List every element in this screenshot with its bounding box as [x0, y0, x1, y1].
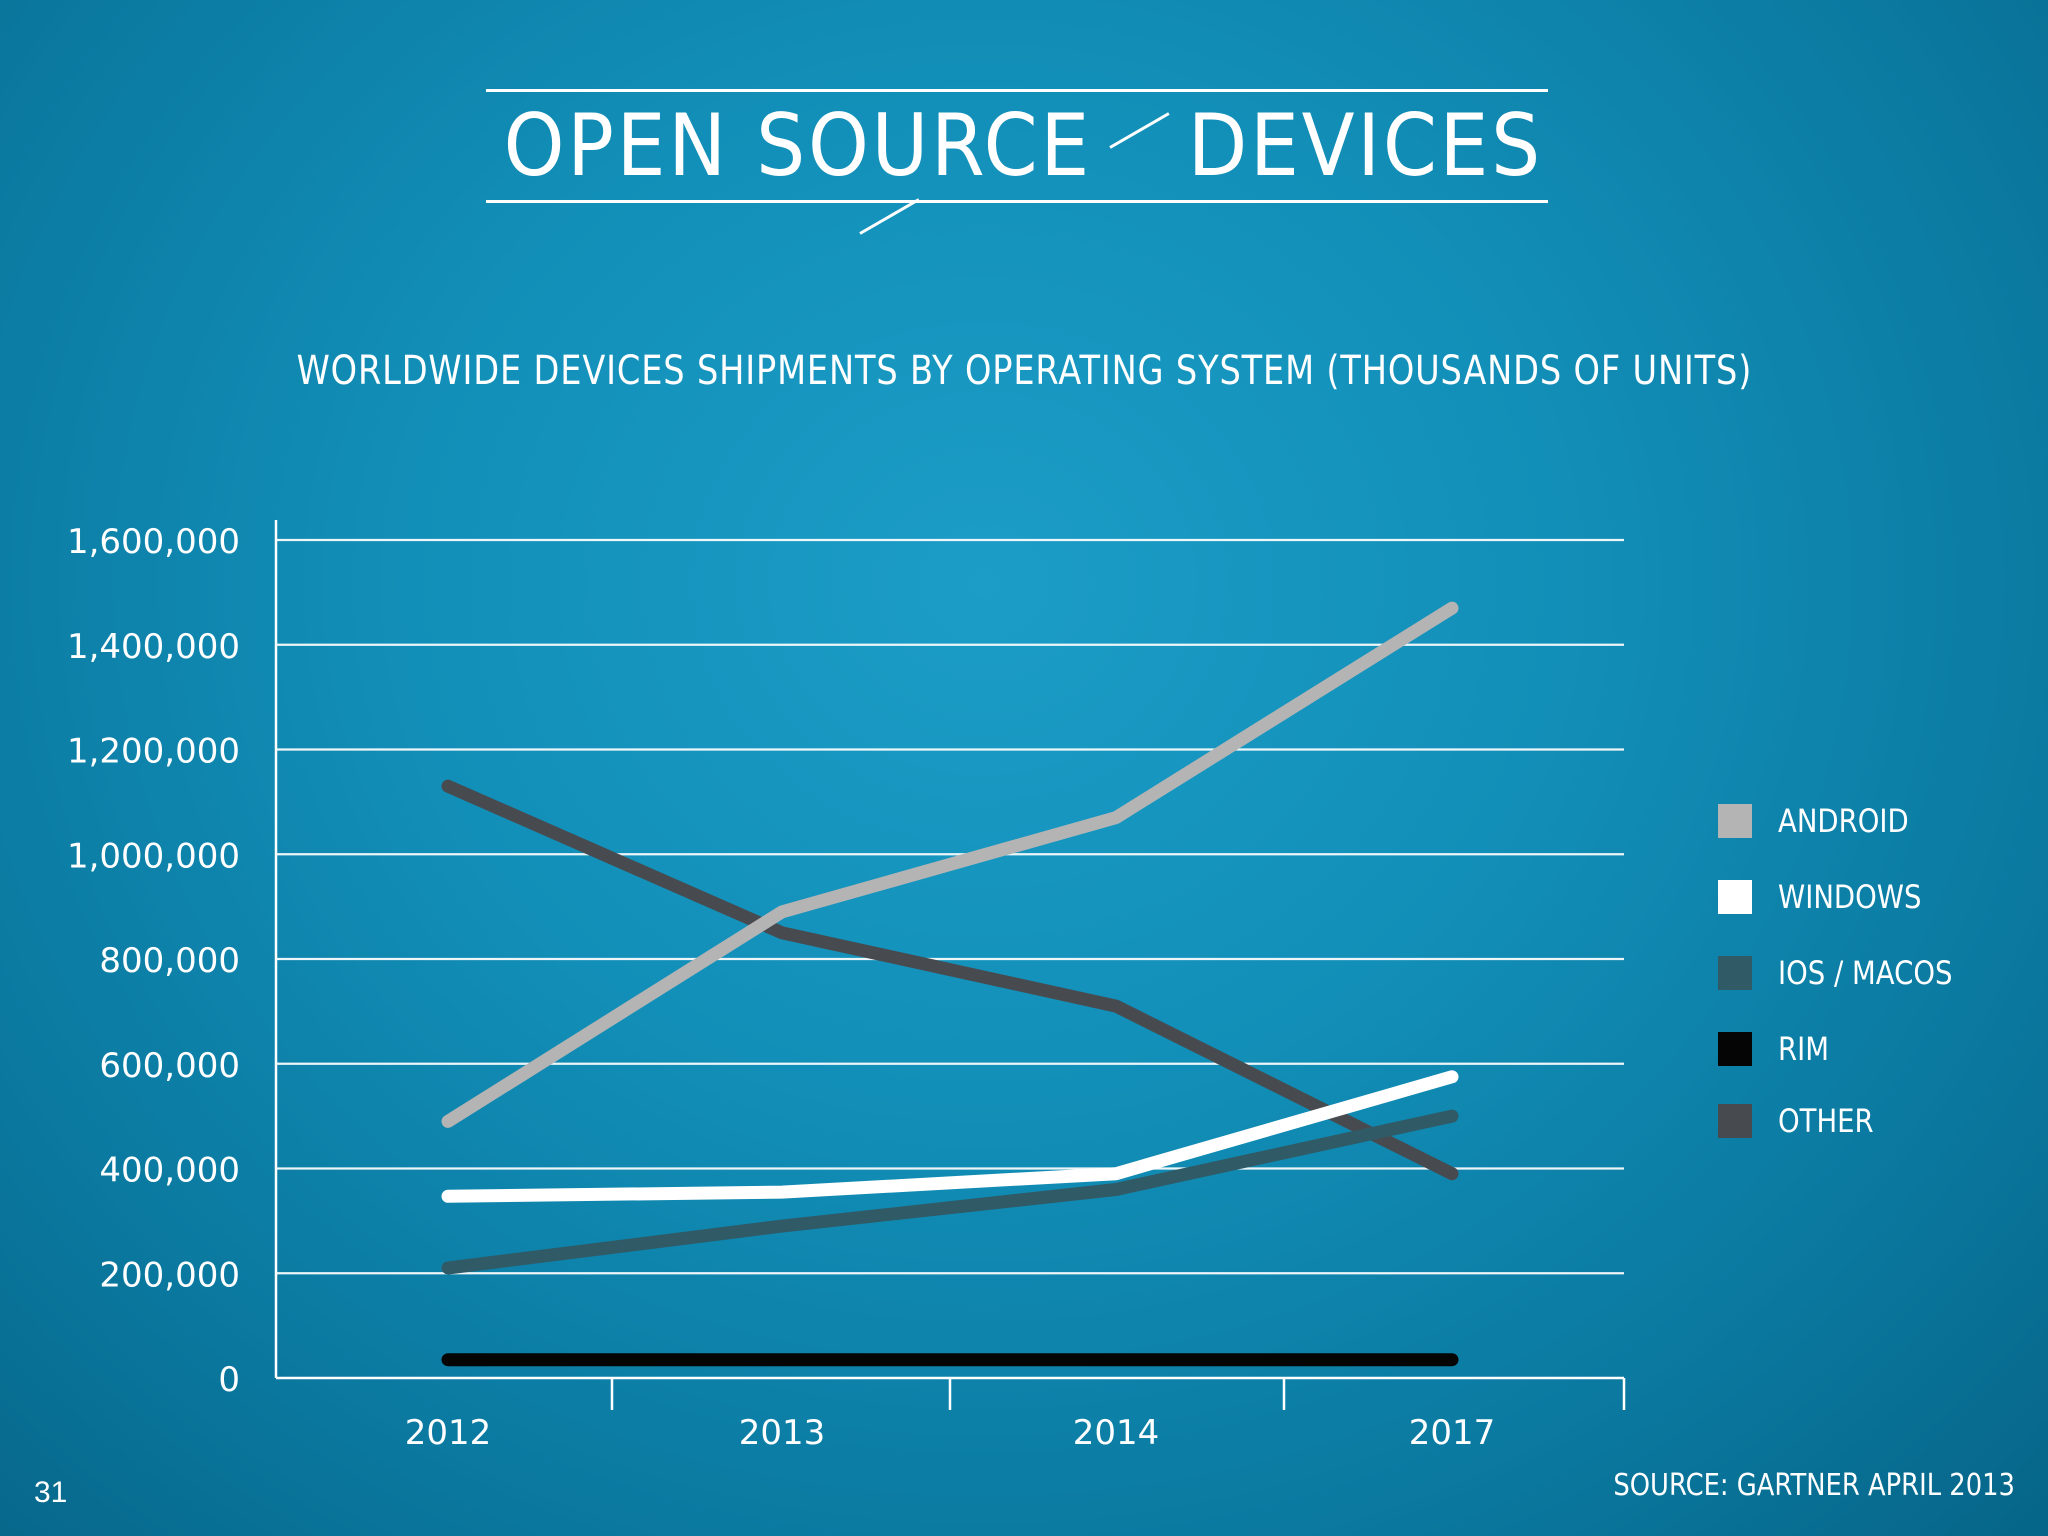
y-tick-label: 800,000 — [99, 941, 240, 981]
chart-title: WORLDWIDE DEVICES SHIPMENTS BY OPERATING… — [296, 348, 1752, 394]
page-number: 31 — [34, 1476, 68, 1509]
logo-bottom-rule — [486, 200, 1548, 203]
legend-item-rim: RIM — [1718, 1030, 1981, 1068]
y-tick-label: 200,000 — [99, 1255, 240, 1295]
series-line-other — [441, 779, 1459, 1181]
legend-item-android: ANDROID — [1718, 802, 1981, 840]
legend-label-windows: WINDOWS — [1778, 878, 1922, 916]
x-tick-label: 2012 — [405, 1413, 492, 1453]
series-line-android — [441, 601, 1459, 1128]
legend-item-other: OTHER — [1718, 1102, 1981, 1140]
y-tick-label: 1,000,000 — [67, 836, 240, 876]
source-note: SOURCE: GARTNER APRIL 2013 — [1613, 1468, 2015, 1503]
y-tick-label: 400,000 — [99, 1151, 240, 1191]
logo-top-rule — [486, 89, 1548, 92]
axes — [274, 520, 1626, 1410]
legend-swatch-rim — [1718, 1032, 1752, 1066]
legend-item-ios-macos: IOS / MACOS — [1718, 954, 1981, 992]
y-tick-label: 1,400,000 — [67, 627, 240, 667]
legend-swatch-windows — [1718, 880, 1752, 914]
logo: OPEN SOURCE DEVICES — [482, 56, 1552, 240]
legend-label-other: OTHER — [1778, 1102, 1874, 1140]
legend-swatch-ios-macos — [1718, 956, 1752, 990]
legend-label-ios-macos: IOS / MACOS — [1778, 954, 1953, 992]
legend-swatch-android — [1718, 804, 1752, 838]
y-tick-label: 1,200,000 — [67, 732, 240, 772]
y-tick-label: 1,600,000 — [67, 522, 240, 562]
y-tick-label: 600,000 — [99, 1046, 240, 1086]
series-line-windows — [441, 1070, 1459, 1203]
legend-label-rim: RIM — [1778, 1030, 1829, 1068]
tick-labels: 0 200,000 400,000 600,000 800,000 1,000,000 1,… — [67, 522, 1495, 1453]
logo-left-word: OPEN SOURCE — [503, 96, 1092, 196]
x-tick-label: 2017 — [1409, 1413, 1496, 1453]
series-line-ios-macos — [441, 1109, 1459, 1275]
series-lines — [441, 601, 1459, 1367]
logo-right-word: DEVICES — [1188, 96, 1544, 196]
legend-item-windows: WINDOWS — [1718, 878, 1981, 916]
x-tick-label: 2013 — [739, 1413, 826, 1453]
legend-swatch-other — [1718, 1104, 1752, 1138]
x-tick-label: 2014 — [1073, 1413, 1160, 1453]
y-tick-label: 0 — [218, 1360, 240, 1400]
legend-label-android: ANDROID — [1778, 802, 1909, 840]
legend: ANDROID WINDOWS IOS / MACOS RIM OTHER — [1718, 802, 1981, 1178]
